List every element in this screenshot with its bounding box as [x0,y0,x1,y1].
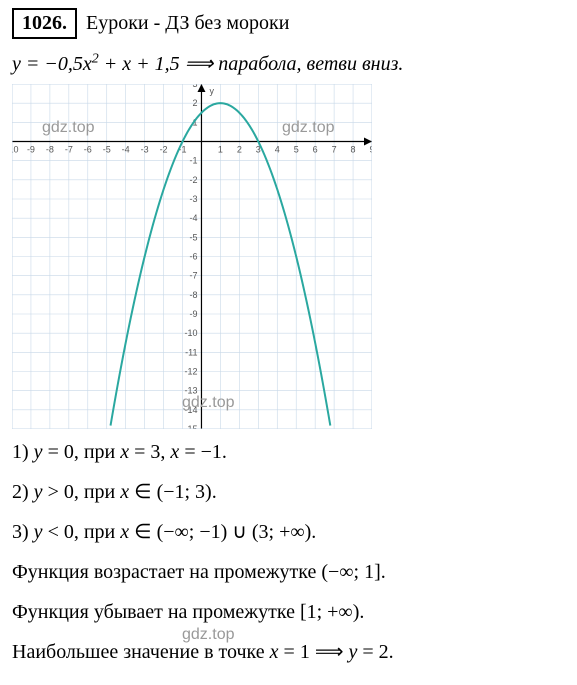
svg-text:-14: -14 [184,405,197,415]
a6-b: x [270,641,279,663]
svg-text:-2: -2 [189,175,197,185]
svg-text:-6: -6 [189,252,197,262]
a1-a: 1) [12,441,34,463]
parabola-chart: -10-9-8-7-6-5-4-3-2-1123456789-15-14-13-… [12,84,372,429]
svg-text:-8: -8 [46,145,54,155]
svg-text:2: 2 [192,98,197,108]
svg-text:-3: -3 [141,145,149,155]
a6-c: = 1 ⟹ [279,641,349,663]
answer-5: Функция убывает на промежутке [1; +∞). [12,597,565,627]
svg-text:-12: -12 [184,367,197,377]
answer-6: gdz.top Наибольшее значение в точке x = … [12,637,565,667]
a6-a: Наибольшее значение в точке [12,641,270,663]
svg-text:-9: -9 [189,309,197,319]
a3-b: y [34,521,43,543]
svg-text:-3: -3 [189,194,197,204]
equation-prefix: y = −0,5x [12,53,92,75]
equation-exponent: 2 [92,51,99,66]
a6-e: = 2. [357,641,393,663]
a3-d: x [120,521,129,543]
problem-number: 1026. [12,8,77,39]
svg-text:-9: -9 [27,145,35,155]
a2-a: 2) [12,481,34,503]
equation-line: y = −0,5x2 + x + 1,5 ⟹ парабола, ветви в… [12,51,565,76]
svg-text:3: 3 [192,84,197,89]
svg-text:y: y [209,86,214,96]
svg-text:-4: -4 [189,213,197,223]
svg-text:5: 5 [294,145,299,155]
svg-text:-7: -7 [189,271,197,281]
a1-e: = 3, [129,441,170,463]
equation-suffix: + x + 1,5 ⟹ парабола, ветви вниз. [99,53,404,75]
svg-text:-15: -15 [184,424,197,429]
header: 1026. Еуроки - ДЗ без мороки [12,8,565,39]
answer-1: 1) y = 0, при x = 3, x = −1. [12,437,565,467]
a2-b: y [34,481,43,503]
svg-text:-10: -10 [12,145,19,155]
svg-text:-5: -5 [103,145,111,155]
svg-text:8: 8 [351,145,356,155]
a1-b: y [34,441,43,463]
svg-text:-10: -10 [184,328,197,338]
svg-text:-11: -11 [185,347,197,357]
answer-4: Функция возрастает на промежутке (−∞; 1]… [12,557,565,587]
a1-f: x [170,441,179,463]
svg-text:7: 7 [332,145,337,155]
svg-text:-4: -4 [122,145,130,155]
a3-a: 3) [12,521,34,543]
a1-g: = −1. [179,441,227,463]
svg-text:-5: -5 [189,232,197,242]
svg-text:-2: -2 [160,145,168,155]
svg-text:-8: -8 [189,290,197,300]
header-text: Еуроки - ДЗ без мороки [86,12,289,34]
a1-c: = 0, при [43,441,121,463]
svg-text:1: 1 [218,145,223,155]
a2-d: x [120,481,129,503]
svg-text:-13: -13 [184,386,197,396]
a3-e: ∈ (−∞; −1) ∪ (3; +∞). [129,521,316,543]
a1-d: x [120,441,129,463]
a2-c: > 0, при [43,481,121,503]
chart-container: -10-9-8-7-6-5-4-3-2-1123456789-15-14-13-… [12,84,372,429]
a2-e: ∈ (−1; 3). [129,481,217,503]
svg-text:-1: -1 [189,156,197,166]
svg-text:6: 6 [313,145,318,155]
svg-text:2: 2 [237,145,242,155]
svg-text:4: 4 [275,145,280,155]
a3-c: < 0, при [43,521,121,543]
answer-2: 2) y > 0, при x ∈ (−1; 3). [12,477,565,507]
svg-text:-7: -7 [65,145,73,155]
svg-text:-6: -6 [84,145,92,155]
answer-3: 3) y < 0, при x ∈ (−∞; −1) ∪ (3; +∞). [12,517,565,547]
